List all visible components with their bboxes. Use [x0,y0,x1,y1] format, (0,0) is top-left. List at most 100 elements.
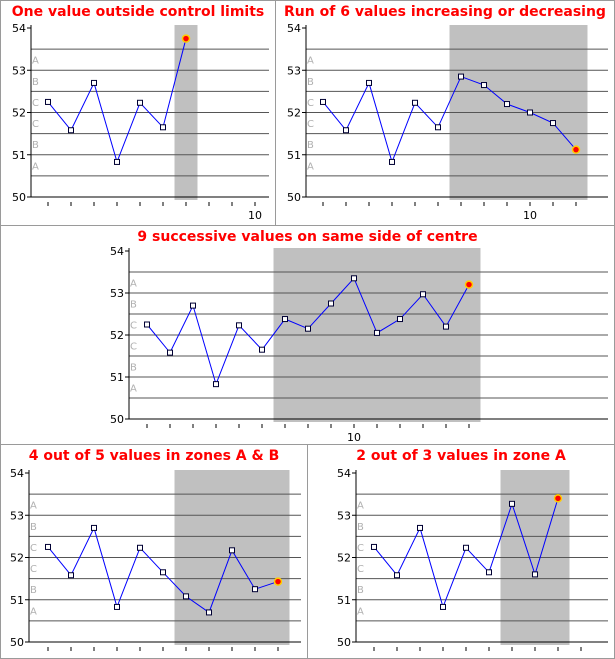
y-tick-label: 52 [10,552,24,565]
zone-label: B [32,77,39,88]
zone-label: C [130,342,137,353]
data-point [229,547,235,554]
data-point [167,349,173,356]
chart-title: 4 out of 5 values in zones A & B [28,448,280,464]
data-point [481,82,487,89]
y-tick-label: 54 [10,467,24,480]
chart-title: 2 out of 3 values in zone A [356,448,566,464]
data-point [397,316,403,323]
y-tick-label: 50 [10,636,24,649]
data-point [458,73,464,80]
chart-panel-zones-a-b: 4 out of 5 values in zones A & B 50 51 52 5… [0,444,308,659]
highlight-point [273,577,283,586]
data-point [144,321,150,328]
zone-label: C [357,564,364,575]
data-point [343,127,349,134]
y-tick-label: 50 [337,636,351,649]
data-point [252,586,258,593]
data-point [160,124,166,131]
data-point [532,571,538,578]
y-tick-label: 50 [110,413,124,426]
zone-label: B [30,585,37,596]
y-tick-label: 53 [12,64,26,77]
data-point [282,316,288,323]
data-point [190,302,196,309]
chart-panel-run-of-six: Run of 6 values increasing or decreasing… [275,0,615,226]
zone-label: A [307,161,314,172]
zone-label: A [130,384,137,395]
zone-label: B [307,77,314,88]
data-point [440,603,446,610]
chart-panel-zone-a: 2 out of 3 values in zone A 50 51 52 53 54 A B… [307,444,615,659]
y-tick-label: 52 [287,107,301,120]
data-point [45,98,51,105]
chart-panel-same-side: 9 successive values on same side of cent… [0,225,615,445]
zone-label: C [30,564,37,575]
y-tick-label: 51 [287,149,301,162]
data-point [305,325,311,332]
data-point [504,101,510,108]
data-point [206,609,212,616]
data-point [374,329,380,336]
x-tick-label: 10 [248,209,262,222]
data-point [509,500,515,507]
data-point [371,543,377,550]
data-point [259,346,265,353]
y-tick-label: 52 [337,552,351,565]
zone-label: C [307,119,314,130]
data-point [435,124,441,131]
data-point [527,109,533,116]
chart-title: 9 successive values on same side of cent… [137,229,478,245]
data-point [137,99,143,106]
y-tick-label: 51 [110,371,124,384]
chart-panel-outside-limits: One value outside control limits 50 51 52 5… [0,0,276,226]
data-point [550,120,556,127]
data-point [389,158,395,165]
data-point [236,322,242,329]
data-point [412,99,418,106]
series-line [47,38,187,164]
data-point [463,544,469,551]
data-point [45,543,51,550]
y-tick-label: 54 [12,22,26,35]
zone-label: B [357,522,364,533]
y-tick-label: 54 [287,22,301,35]
y-tick-label: 51 [337,594,351,607]
y-tick-label: 52 [12,107,26,120]
data-point [394,572,400,579]
data-point [91,79,97,86]
highlight-point [464,280,474,289]
zone-label: C [357,543,364,554]
data-point [160,569,166,576]
series-line [322,75,577,164]
y-tick-label: 50 [12,191,26,204]
data-point [351,275,357,282]
zone-label: C [32,119,39,130]
y-tick-label: 54 [110,245,124,258]
y-tick-label: 50 [287,191,301,204]
y-tick-label: 52 [110,329,124,342]
zone-label: A [32,161,39,172]
data-point [213,381,219,388]
zone-label: B [307,140,314,151]
data-point [417,524,423,531]
data-point [420,291,426,298]
y-tick-label: 53 [110,287,124,300]
data-point [443,323,449,330]
zone-label: A [357,501,364,512]
data-point [320,98,326,105]
zone-label: B [30,522,37,533]
highlight-point [571,145,581,154]
zone-label: A [30,501,37,512]
data-point [328,300,334,307]
y-tick-label: 54 [337,467,351,480]
zone-label: B [130,300,137,311]
x-tick-label: 10 [523,209,537,222]
data-point [183,593,189,600]
zone-label: C [30,543,37,554]
